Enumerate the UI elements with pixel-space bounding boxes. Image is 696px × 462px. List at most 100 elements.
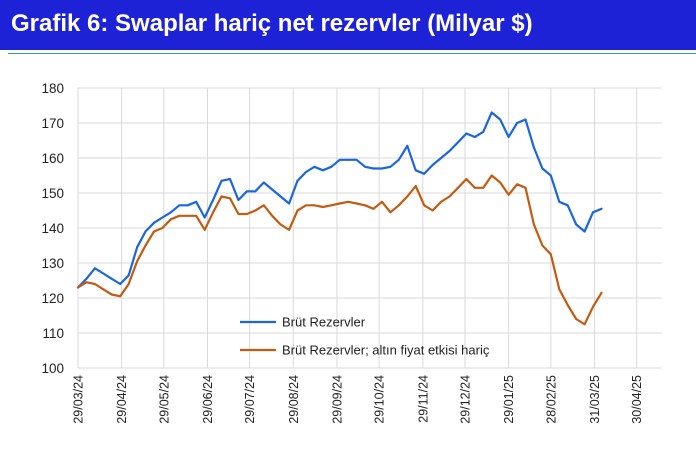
data-point <box>549 253 552 256</box>
data-point <box>566 304 569 306</box>
data-point <box>161 216 164 219</box>
data-point <box>85 277 88 280</box>
data-point <box>397 158 400 161</box>
data-point <box>600 291 603 294</box>
data-point <box>364 165 366 168</box>
x-tick-label: 29/01/25 <box>502 375 516 424</box>
data-point <box>423 204 426 207</box>
data-point <box>347 158 350 161</box>
data-point <box>237 199 240 201</box>
data-point <box>237 213 240 215</box>
data-point <box>170 211 172 214</box>
data-point <box>170 218 172 221</box>
data-point <box>288 202 290 205</box>
data-point <box>381 200 383 203</box>
data-point <box>473 186 476 189</box>
data-point <box>161 227 164 229</box>
data-point <box>178 214 181 217</box>
data-point <box>212 199 215 201</box>
data-point <box>178 204 181 207</box>
data-point <box>592 211 594 214</box>
data-point <box>558 200 561 203</box>
x-tick-label: 29/08/24 <box>287 375 301 424</box>
data-point <box>465 178 468 180</box>
y-tick-label: 130 <box>41 256 64 271</box>
data-point <box>110 277 113 280</box>
data-point <box>305 204 307 207</box>
data-point <box>575 223 578 226</box>
data-point <box>313 165 316 168</box>
y-axis-ticks: 100 110 120 130 140 150 160 170 180 <box>41 81 64 376</box>
data-point <box>279 195 282 198</box>
data-point <box>94 283 96 285</box>
x-axis-ticks: 29/03/24 29/04/24 29/05/24 29/06/24 29/07/24… <box>72 375 645 424</box>
data-point <box>507 136 510 138</box>
data-point <box>372 167 375 170</box>
data-point <box>558 288 561 291</box>
legend-label: Brüt Rezervler <box>282 315 366 330</box>
y-tick-label: 100 <box>41 361 64 376</box>
data-point <box>144 230 147 233</box>
data-point <box>516 122 518 124</box>
data-point <box>305 171 307 173</box>
data-point <box>186 204 189 207</box>
data-point <box>516 183 518 186</box>
data-point <box>406 195 409 198</box>
data-point <box>110 293 113 296</box>
data-point <box>465 132 468 135</box>
y-tick-label: 120 <box>41 291 64 306</box>
data-point <box>144 244 147 247</box>
data-point <box>246 213 248 215</box>
data-point <box>448 195 451 198</box>
data-point <box>203 228 206 231</box>
data-point <box>338 158 341 161</box>
y-tick-label: 150 <box>41 186 64 201</box>
data-point <box>77 286 79 289</box>
x-tick-label: 30/04/25 <box>630 375 644 424</box>
data-point <box>423 172 426 175</box>
x-tick-label: 29/07/24 <box>243 375 257 424</box>
data-point <box>381 167 383 170</box>
data-point <box>330 165 333 168</box>
data-point <box>102 288 105 291</box>
data-point <box>220 179 223 182</box>
data-point <box>549 174 552 177</box>
data-point <box>389 211 392 214</box>
data-point <box>566 204 569 207</box>
x-tick-label: 29/04/24 <box>115 375 129 424</box>
data-point <box>338 202 341 205</box>
data-point <box>541 244 544 247</box>
data-point <box>457 186 459 189</box>
data-point <box>254 190 257 193</box>
data-point <box>600 207 603 210</box>
data-point <box>127 274 130 277</box>
x-tick-label: 29/11/24 <box>416 375 430 423</box>
data-point <box>119 295 122 298</box>
data-point <box>482 130 485 133</box>
data-point <box>414 169 417 172</box>
data-point <box>102 272 105 275</box>
data-point <box>220 195 223 198</box>
y-tick-label: 180 <box>41 81 64 96</box>
legend-label: Brüt Rezervler; altın fiyat etkisi hariç <box>282 343 490 358</box>
data-point <box>195 214 198 217</box>
data-point <box>355 202 358 205</box>
data-point <box>296 209 299 212</box>
data-point <box>330 204 333 207</box>
data-point <box>364 204 366 207</box>
data-point <box>229 197 231 200</box>
data-point <box>524 118 527 121</box>
data-point <box>431 164 434 166</box>
data-point <box>499 118 502 121</box>
x-tick-label: 29/03/24 <box>72 375 86 424</box>
x-tick-label: 29/10/24 <box>373 375 387 424</box>
series-line-1 <box>76 111 603 289</box>
data-point <box>119 283 122 285</box>
chart-title-bar: Grafik 6: Swaplar hariç net rezervler (M… <box>0 0 696 50</box>
y-tick-label: 170 <box>41 116 64 131</box>
data-point <box>254 209 257 212</box>
data-point <box>583 230 586 233</box>
data-point <box>499 181 502 184</box>
data-point <box>490 111 493 114</box>
